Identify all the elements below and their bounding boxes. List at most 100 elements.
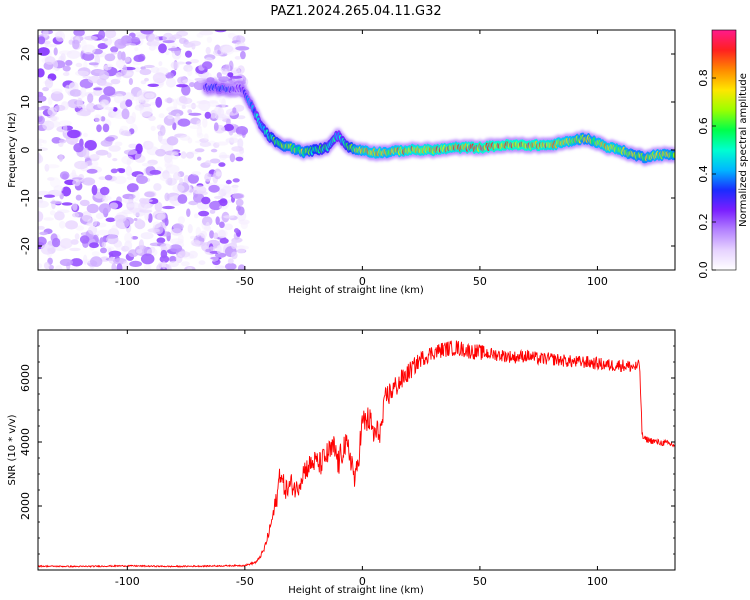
noise-blob: [97, 43, 108, 50]
noise-blob: [103, 86, 116, 97]
noise-blob: [216, 245, 222, 254]
colorbar-label: Normalized spectral amplitude: [738, 73, 749, 227]
noise-blob: [216, 141, 229, 146]
noise-blob: [187, 137, 193, 144]
noise-blob: [145, 141, 155, 149]
noise-blob: [114, 141, 123, 147]
noise-blob: [191, 43, 196, 50]
snr-x-tick-label: -100: [115, 575, 140, 588]
noise-blob: [61, 202, 73, 206]
noise-blob: [152, 72, 167, 84]
noise-blob: [104, 107, 115, 111]
spectrogram-heatmap: [38, 30, 675, 270]
snr-panel: -100 -50 0 50 100 2000 4000 6000 Height of stra…: [7, 329, 676, 596]
noise-blob: [225, 137, 239, 144]
noise-blob: [65, 220, 78, 230]
noise-blob: [236, 245, 249, 250]
noise-blob: [148, 115, 156, 121]
spectrogram-y-tick-label: 0: [19, 147, 32, 154]
noise-blob: [106, 234, 119, 245]
snr-x-tick-label: -50: [236, 575, 254, 588]
noise-blob: [169, 244, 183, 253]
noise-blob: [141, 162, 155, 167]
noise-blob: [196, 104, 206, 109]
noise-blob: [105, 217, 116, 223]
noise-blob: [85, 104, 93, 110]
noise-blob: [102, 123, 110, 133]
noise-blob: [79, 235, 90, 244]
noise-blob: [231, 251, 238, 260]
noise-blob: [47, 107, 58, 116]
noise-blob: [61, 186, 72, 197]
noise-blob: [68, 82, 77, 90]
noise-blob: [38, 107, 45, 111]
noise-blob: [165, 77, 177, 88]
noise-blob: [223, 223, 233, 231]
noise-blob: [70, 258, 83, 267]
snr-y-tick-label: 2000: [19, 492, 32, 520]
noise-blob: [233, 133, 243, 137]
noise-blob: [102, 197, 109, 203]
noise-blob: [164, 217, 169, 227]
noise-blob: [213, 49, 224, 56]
noise-blob: [104, 30, 117, 39]
noise-blob: [208, 184, 220, 193]
noise-blob: [185, 151, 195, 159]
noise-blob: [147, 83, 159, 88]
noise-blob: [148, 45, 156, 51]
noise-blob: [121, 108, 130, 120]
noise-blob: [150, 66, 160, 74]
figure-title: PAZ1.2024.265.04.11.G32: [270, 4, 441, 19]
noise-blob: [97, 101, 106, 109]
noise-blob: [43, 262, 50, 270]
noise-blob: [109, 202, 119, 210]
noise-blob: [235, 156, 244, 162]
snr-y-axis-label: SNR (10 * v/v): [7, 414, 18, 485]
noise-blob: [117, 50, 123, 61]
noise-blob: [205, 160, 212, 166]
noise-blob: [240, 50, 246, 60]
spectrogram-y-tick-label: 10: [19, 95, 32, 109]
noise-blob: [180, 151, 187, 159]
noise-blob: [153, 183, 162, 191]
noise-blob: [177, 216, 185, 225]
noise-blob: [108, 250, 122, 257]
noise-blob: [223, 215, 235, 219]
noise-blob: [82, 147, 90, 159]
spectrogram-x-tick-label: 0: [359, 275, 366, 288]
noise-blob: [134, 66, 140, 73]
noise-blob: [38, 68, 45, 78]
noise-blob: [173, 98, 178, 109]
noise-blob: [47, 177, 55, 181]
noise-blob: [164, 97, 175, 103]
noise-blob: [98, 94, 111, 106]
noise-blob: [54, 104, 66, 112]
noise-blob: [213, 106, 222, 116]
noise-blob: [118, 168, 126, 174]
noise-blob: [49, 177, 61, 188]
noise-blob: [81, 44, 96, 55]
noise-blob: [155, 96, 163, 108]
noise-blob: [232, 185, 238, 194]
noise-blob: [170, 61, 180, 70]
noise-blob: [218, 154, 232, 159]
noise-blob: [185, 104, 198, 108]
noise-blob: [104, 174, 113, 181]
noise-blob: [218, 229, 226, 239]
noise-blob: [38, 263, 43, 269]
noise-blob: [187, 173, 199, 184]
noise-blob: [69, 89, 82, 97]
noise-blob: [222, 185, 232, 193]
noise-blob: [205, 46, 211, 55]
noise-blob: [49, 210, 56, 216]
noise-blob: [100, 116, 106, 122]
noise-blob: [84, 140, 97, 151]
noise-blob: [104, 246, 115, 251]
noise-blob: [95, 212, 105, 220]
noise-blob: [62, 65, 71, 72]
noise-blob: [223, 123, 234, 132]
noise-blob: [195, 226, 202, 237]
noise-blob: [113, 93, 125, 104]
noise-blob: [189, 82, 195, 88]
